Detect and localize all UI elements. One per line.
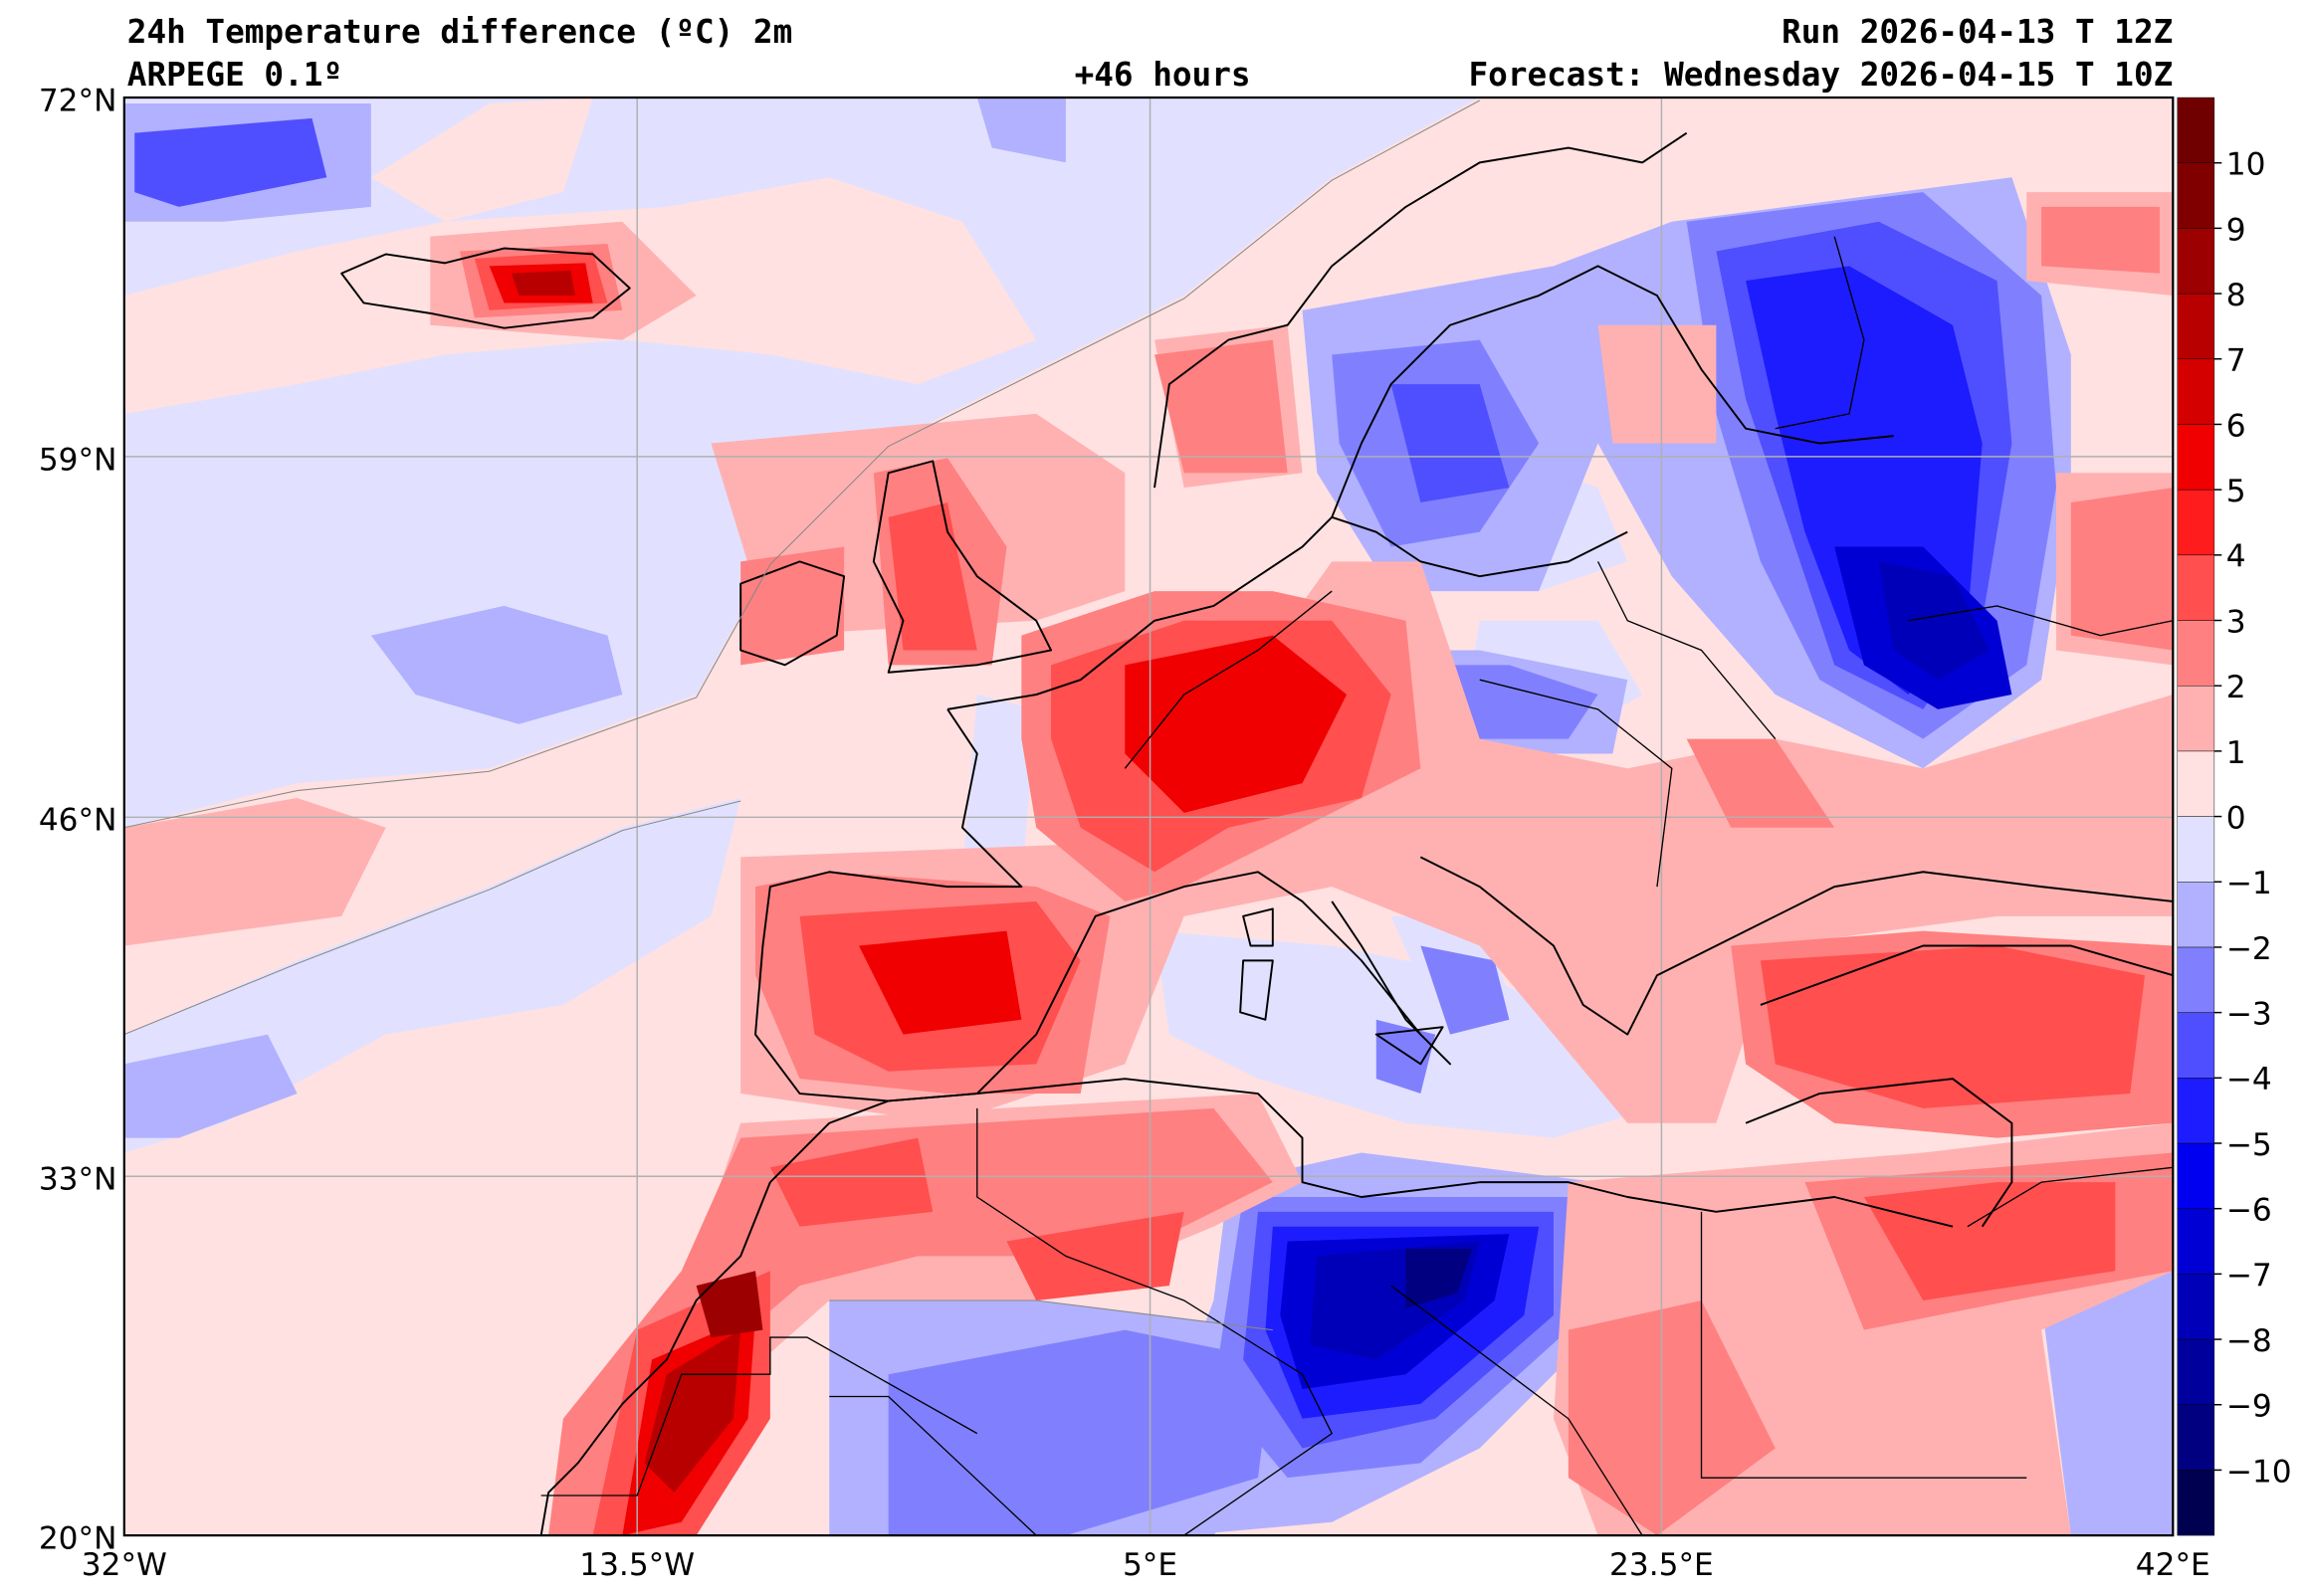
forecast-label: Forecast: Wednesday 2026-04-15 T 10Z [1468, 56, 2173, 94]
colorbar-bin [2177, 1274, 2215, 1340]
colorbar-bin [2177, 293, 2215, 359]
colorbar-bin [2177, 489, 2215, 556]
colorbar-bin [2177, 424, 2215, 491]
model-label: ARPEGE 0.1º [127, 56, 342, 94]
country-borders [540, 236, 2174, 1536]
colorbar-bin [2177, 1142, 2215, 1209]
x-tick-label: 42°E [2136, 1547, 2210, 1583]
field-7-8 [511, 270, 741, 1494]
colorbar-tick-label: 10 [2226, 147, 2266, 183]
chart-title: 24h Temperature difference (ºC) 2m [127, 13, 792, 51]
x-tick-label: 13.5°W [579, 1547, 695, 1583]
field-8-9 [696, 1271, 763, 1338]
map-frame [122, 96, 2175, 1537]
colorbar-tick-label: −8 [2226, 1323, 2272, 1359]
x-tick-label: 32°W [82, 1547, 167, 1583]
colorbar-bin [2177, 946, 2215, 1013]
lead-time-label: +46 hours [1075, 56, 1251, 94]
coastlines [340, 131, 2174, 1536]
colorbar-tick-label: −2 [2226, 931, 2272, 967]
colorbar-tick-label: 5 [2226, 474, 2246, 509]
colorbar-bin [2177, 685, 2215, 752]
y-tick-label: 46°N [39, 803, 117, 839]
colorbar-tick-label: −3 [2226, 997, 2272, 1033]
colorbar-bin [2177, 1078, 2215, 1144]
colorbar-bin [2177, 882, 2215, 948]
y-axis-labels: 72°N 59°N 46°N 33°N 20°N [39, 83, 117, 1556]
colorbar-tick-label: 0 [2226, 800, 2246, 836]
colorbar-tick-label: 1 [2226, 735, 2246, 771]
colorbar-tick-label: 8 [2226, 278, 2246, 313]
map-plot-area [123, 98, 2174, 1536]
colorbar-bin [2177, 1404, 2215, 1471]
y-tick-label: 59°N [39, 442, 117, 478]
colorbar-tick-label: 6 [2226, 408, 2246, 444]
colorbar-tick-label: 4 [2226, 539, 2246, 575]
colorbar-tick-label: −10 [2226, 1454, 2292, 1490]
colorbar-tick-label: −6 [2226, 1193, 2272, 1229]
colorbar-bin [2177, 1470, 2215, 1536]
colorbar-bin [2177, 358, 2215, 425]
colorbar-tick-label: 9 [2226, 212, 2246, 248]
colorbar-bin [2177, 1012, 2215, 1079]
colorbar-bin [2177, 97, 2215, 163]
x-tick-label: 5°E [1123, 1547, 1177, 1583]
colorbar-tick-label: −7 [2226, 1258, 2272, 1294]
colorbar-bin [2177, 620, 2215, 687]
colorbar-tick-label: −1 [2226, 866, 2272, 901]
colorbar-bin [2177, 1208, 2215, 1275]
colorbar-tick-label: 2 [2226, 670, 2246, 705]
gridlines [123, 98, 2174, 1536]
run-label: Run 2026-04-13 T 12Z [1782, 13, 2173, 51]
y-tick-label: 20°N [39, 1520, 117, 1556]
colorbar-tick-label: 3 [2226, 604, 2246, 640]
colorbar-tick-label: −4 [2226, 1062, 2272, 1097]
y-tick-label: 33°N [39, 1162, 117, 1198]
colorbar-bin [2177, 228, 2215, 295]
y-tick-label: 72°N [39, 83, 117, 118]
field-minus10-minus9 [1405, 1248, 1473, 1308]
colorbar-bin [2177, 750, 2215, 817]
x-axis-labels: 32°W 13.5°W 5°E 23.5°E 42°E [82, 1547, 2210, 1583]
colorbar-bin [2177, 162, 2215, 229]
colorbar-tick-label: 7 [2226, 343, 2246, 379]
x-tick-label: 23.5°E [1609, 1547, 1714, 1583]
colorbar-bin [2177, 554, 2215, 621]
colorbar-tick-label: −5 [2226, 1127, 2272, 1163]
colorbar-tick-label: −9 [2226, 1389, 2272, 1425]
isolines [123, 100, 1480, 1331]
colorbar-bin [2177, 1338, 2215, 1405]
colorbar-bin [2177, 816, 2215, 883]
